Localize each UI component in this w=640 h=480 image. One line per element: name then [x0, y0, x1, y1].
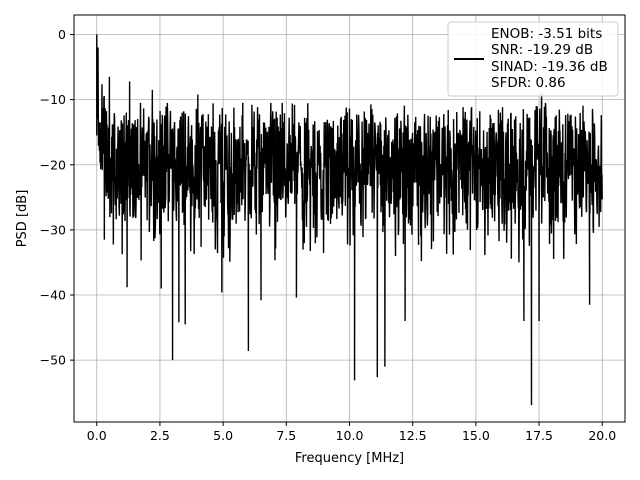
- legend: ENOB: -3.51 bits SNR: -19.29 dB SINAD: -…: [447, 21, 619, 97]
- x-tick-label: 2.5: [150, 428, 170, 443]
- legend-sfdr: SFDR: 0.86: [491, 75, 566, 91]
- x-tick-label: 12.5: [399, 428, 427, 443]
- y-tick-label: −30: [40, 222, 66, 237]
- x-tick-label: 20.0: [588, 428, 616, 443]
- y-tick-label: −20: [40, 157, 66, 172]
- legend-box: [447, 21, 619, 97]
- x-tick-label: 0.0: [87, 428, 107, 443]
- x-axis-label: Frequency [MHz]: [295, 451, 404, 466]
- series-line-psd: [96, 34, 603, 406]
- y-tick-label: −40: [40, 288, 66, 303]
- x-tick-label: 5.0: [213, 428, 233, 443]
- x-tick-label: 10.0: [336, 428, 364, 443]
- y-axis-label: PSD [dB]: [15, 190, 30, 248]
- legend-sinad: SINAD: -19.36 dB: [491, 59, 608, 75]
- x-axis-ticks: 0.0 2.5 5.0 7.5 10.0 12.5 15.0 17.5 20.0: [87, 422, 616, 443]
- y-axis-ticks: 0 −10 −20 −30 −40 −50: [40, 27, 74, 368]
- y-tick-label: 0: [58, 27, 66, 42]
- y-tick-label: −50: [40, 353, 66, 368]
- legend-snr: SNR: -19.29 dB: [491, 42, 593, 58]
- plot-area: [96, 34, 603, 406]
- x-tick-label: 7.5: [276, 428, 296, 443]
- y-tick-label: −10: [40, 92, 66, 107]
- x-tick-label: 17.5: [525, 428, 553, 443]
- x-tick-label: 15.0: [462, 428, 490, 443]
- legend-enob: ENOB: -3.51 bits: [491, 26, 602, 42]
